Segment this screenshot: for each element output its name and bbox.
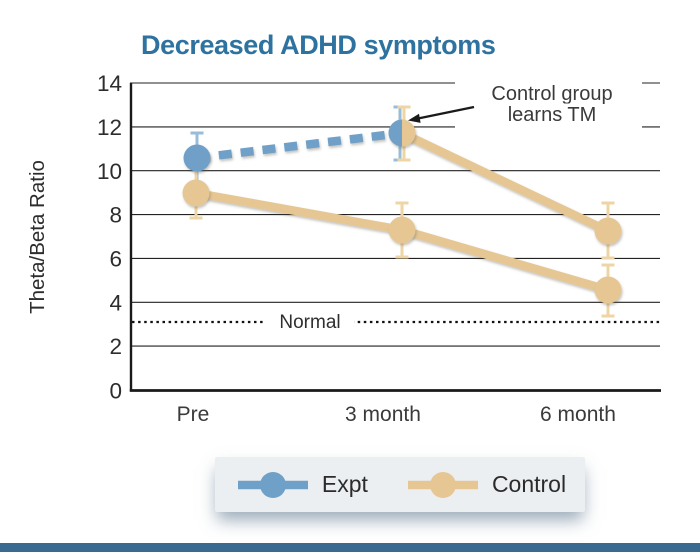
y-tick-labels: 14 12 10 8 6 4 2 0 xyxy=(97,71,122,404)
y-tick-8: 8 xyxy=(109,203,122,228)
annotation-backdrop xyxy=(455,76,642,128)
expt-marker-pre xyxy=(183,144,211,172)
y-tick-10: 10 xyxy=(97,159,122,184)
legend-label-expt: Expt xyxy=(321,471,368,497)
error-bars xyxy=(189,105,615,318)
control-marker-6month-upper xyxy=(594,217,622,245)
control-marker-3month xyxy=(388,216,416,244)
expt-line-marker-icon xyxy=(237,471,308,498)
data-point-markers xyxy=(182,119,622,304)
annotation-arrow xyxy=(408,105,475,123)
y-tick-0: 0 xyxy=(109,379,122,404)
y-tick-2: 2 xyxy=(109,334,122,359)
control-line-marker-icon xyxy=(407,471,478,498)
normal-label-backdrop xyxy=(266,309,354,334)
y-tick-14: 14 xyxy=(97,71,122,96)
expt-dashed-line xyxy=(196,128,403,163)
y-tick-4: 4 xyxy=(109,291,122,316)
annotation-line1: Control group xyxy=(491,83,612,105)
legend-entry-control: Control xyxy=(404,470,566,500)
normal-label: Normal xyxy=(279,312,340,333)
chart-title: Decreased ADHD symptoms xyxy=(141,30,496,60)
legend-label-control: Control xyxy=(491,471,567,497)
legend-box: Expt Control xyxy=(215,457,585,512)
y-axis-label: Theta/Beta Ratio xyxy=(26,160,49,314)
x-tick-3month: 3 month xyxy=(345,403,421,426)
x-tick-6month: 6 month xyxy=(540,403,616,426)
y-tick-12: 12 xyxy=(97,115,122,140)
expt-error-bars xyxy=(190,105,407,186)
control-after-tm-line xyxy=(397,128,613,236)
x-tick-pre: Pre xyxy=(177,403,210,426)
annotation-line2: learns TM xyxy=(508,104,597,126)
y-tick-6: 6 xyxy=(109,247,122,272)
legend-entry-expt: Expt xyxy=(234,470,368,500)
split-marker-3month-expt-half xyxy=(388,119,402,147)
control-marker-pre xyxy=(182,179,210,207)
control-marker-6month-lower xyxy=(594,276,622,304)
x-tick-labels: Pre 3 month 6 month xyxy=(177,403,616,426)
bottom-accent-bar xyxy=(0,543,700,552)
